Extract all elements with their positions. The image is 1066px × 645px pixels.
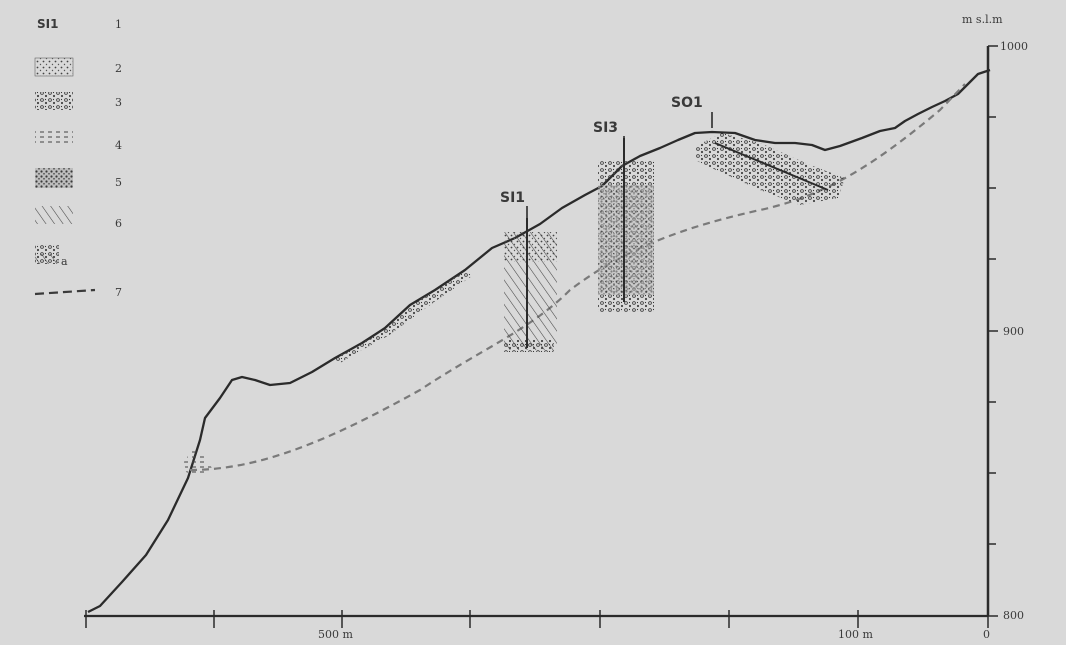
borehole-label-si3: SI3 (593, 120, 618, 136)
deposit-patch-lower (184, 450, 212, 476)
legend-letter-a: a (61, 255, 68, 268)
legend-number-3: 3 (115, 96, 122, 109)
elevation-axis-ticks (988, 45, 998, 617)
legend-swatch-gravel (35, 92, 73, 110)
legend: SI1 1 2 3 4 5 6 a 7 (34, 17, 122, 299)
distance-axis-ticks (85, 610, 989, 628)
legend-borehole-symbol: SI1 (37, 17, 58, 31)
legend-swatch-wavy (35, 206, 73, 224)
elevation-tick-label-800: 800 (1003, 609, 1024, 622)
borehole-si1-column (504, 218, 557, 352)
distance-label-500m: 500 m (318, 628, 353, 641)
borehole-si3-column (598, 138, 654, 312)
deposit-patch-mid (332, 270, 472, 363)
legend-swatch-dashed-line (34, 288, 96, 296)
legend-number-1: 1 (115, 18, 122, 31)
legend-swatch-dense-gravel (35, 168, 73, 188)
legend-swatch-dashed (35, 128, 73, 146)
legend-number-6: 6 (115, 217, 122, 230)
elevation-units-label: m s.l.m (962, 13, 1003, 26)
elevation-tick-label-900: 900 (1003, 325, 1024, 338)
legend-swatch-wavy-gravel-lower (35, 254, 59, 264)
legend-number-2: 2 (115, 62, 122, 75)
distance-label-0: 0 (983, 628, 990, 641)
borehole-label-so1: SO1 (671, 95, 703, 111)
distance-label-100m: 100 m (838, 628, 873, 641)
legend-number-5: 5 (115, 176, 122, 189)
legend-swatch-dotted (34, 57, 74, 77)
elevation-tick-label-1000: 1000 (1000, 40, 1028, 53)
legend-number-4: 4 (115, 139, 122, 152)
borehole-label-si1: SI1 (500, 190, 525, 206)
ground-surface-profile (87, 68, 991, 614)
borehole-so1-deposit (695, 133, 845, 205)
legend-number-7: 7 (115, 286, 122, 299)
